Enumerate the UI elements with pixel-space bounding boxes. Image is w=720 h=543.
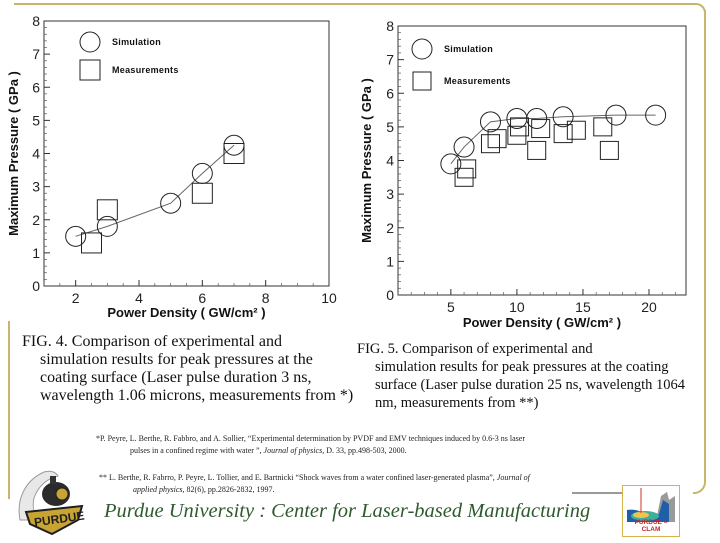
fig4-xtick-label: 4 xyxy=(135,290,143,306)
reference-2-journal-a: Journal of xyxy=(496,473,530,482)
fig5-ytick-label: 0 xyxy=(386,287,394,303)
fig5-measurement-point xyxy=(527,140,547,160)
fig4-legend-square-icon xyxy=(79,59,101,81)
fig4-ytick-label: 5 xyxy=(32,112,40,128)
fig5-simulation-point xyxy=(552,106,574,128)
reference-2-text: ** L. Berthe, R. Fabrro, P. Peyre, L. To… xyxy=(99,473,497,482)
fig4-ylabel: Maximum Pressure ( GPa ) xyxy=(6,71,21,236)
fig5-measurement-point xyxy=(480,134,500,154)
fig5-ytick-label: 4 xyxy=(386,153,394,169)
fig5-ytick-label: 7 xyxy=(386,52,394,68)
fig5-simulation-point xyxy=(645,104,667,126)
fig4-xtick-label: 8 xyxy=(262,290,270,306)
reference-2: ** L. Berthe, R. Fabrro, P. Peyre, L. To… xyxy=(99,472,669,496)
fig5-caption: FIG. 5. Comparison of experimental and s… xyxy=(357,340,707,412)
fig5-simulation-point xyxy=(440,153,462,175)
fig5-measurement-point xyxy=(510,117,530,137)
fig4-xlabel: Power Density ( GW/cm² ) xyxy=(107,305,265,320)
fig4-xtick-label: 2 xyxy=(72,290,80,306)
fig4-legend-label: Measurements xyxy=(112,65,179,75)
fig5-measurement-point xyxy=(566,120,586,140)
slide-frame-top xyxy=(14,3,706,13)
fig4-ytick-label: 2 xyxy=(32,212,40,228)
fig5-ytick-label: 3 xyxy=(386,186,394,202)
fig5-simulation-point xyxy=(479,111,501,133)
reference-1-details: , D. 33, pp.498-503, 2000. xyxy=(322,446,407,455)
fig5-legend-label: Simulation xyxy=(444,44,493,54)
reference-2-details: , 82(6), pp.2826-2832, 1997. xyxy=(182,485,275,494)
fig5-measurement-point xyxy=(487,129,507,149)
reference-1-line2: pulses in a confined regime with water ”… xyxy=(96,445,656,457)
fig5-xtick-label: 5 xyxy=(447,299,455,315)
fig5-ytick-label: 8 xyxy=(386,18,394,34)
fig5-simulation-point xyxy=(605,104,627,126)
fig5-simulation-point xyxy=(453,136,475,158)
reference-1-text: pulses in a confined regime with water ”… xyxy=(130,446,264,455)
fig4-measurement-point xyxy=(81,232,102,254)
fig5-xlabel: Power Density ( GW/cm² ) xyxy=(463,315,621,330)
reference-2-line1: ** L. Berthe, R. Fabrro, P. Peyre, L. To… xyxy=(99,473,530,482)
fig4-xtick-label: 6 xyxy=(198,290,206,306)
fig5-simulation-point xyxy=(526,107,548,129)
fig5-legend-label: Measurements xyxy=(444,76,511,86)
fig5-measurement-point xyxy=(599,140,619,160)
fig5-ytick-label: 1 xyxy=(386,253,394,269)
fig4-ytick-label: 0 xyxy=(32,278,40,294)
fig5-measurement-point xyxy=(593,117,613,137)
fig4-measurement-point xyxy=(191,182,213,204)
fig5-measurement-point xyxy=(454,167,474,187)
fig5-xtick-label: 20 xyxy=(641,299,657,315)
fig4-simulation-point xyxy=(65,225,87,247)
fig4-ytick-label: 1 xyxy=(32,245,40,261)
fig5-ytick-label: 5 xyxy=(386,119,394,135)
fig5-legend-circle-icon xyxy=(411,38,433,60)
purdue-train-logo: PURDUE xyxy=(12,458,92,538)
fig5-measurement-point xyxy=(457,159,477,179)
reference-2-line2: applied physics, 82(6), pp.2826-2832, 19… xyxy=(99,484,669,496)
fig4-measurement-point xyxy=(223,143,245,164)
fig4-legend-circle-icon xyxy=(79,31,101,53)
fig5-chart: 0 1 2 3 4 5 6 7 8 5 10 15 20 Power Density ( GW/cm² )… xyxy=(359,18,687,330)
fig4-ytick-label: 7 xyxy=(32,46,40,62)
purdue-logo-text: PURDUE xyxy=(33,509,85,530)
fig5-caption-rest: simulation results for peak pressures at… xyxy=(375,359,686,411)
fig4-simulation-point xyxy=(96,215,118,237)
reference-1-line1: *P. Peyre, L. Berthe, R. Fabbro, and A. … xyxy=(96,434,526,443)
fig5-caption-first: FIG. 5. Comparison of experimental and xyxy=(357,341,593,357)
fig4-ytick-label: 4 xyxy=(32,146,40,162)
fig4-plot-frame xyxy=(43,20,330,287)
fig5-ytick-label: 2 xyxy=(386,220,394,236)
fig5-legend-square-icon xyxy=(412,71,432,91)
fig4-simulation-line xyxy=(75,144,235,237)
footer-title: Purdue University : Center for Laser-bas… xyxy=(104,500,591,522)
fig5-measurement-point xyxy=(531,119,551,139)
footer-rule xyxy=(572,492,626,494)
fig4-caption-first: FIG. 4. Comparison of experimental and xyxy=(22,333,282,350)
reference-1-journal: Journal of physics xyxy=(263,446,323,455)
fig5-xtick-label: 10 xyxy=(509,299,525,315)
fig5-measurement-point xyxy=(507,125,527,145)
fig4-ytick-label: 8 xyxy=(32,13,40,29)
fig5-measurement-point xyxy=(553,124,573,144)
fig4-measurement-point xyxy=(96,199,118,221)
fig4-caption-rest: simulation results for peak pressures at… xyxy=(40,351,354,404)
fig4-chart: 0 1 2 3 4 5 6 7 8 2 4 6 8 10 Power Density ( GW/cm² ) M… xyxy=(6,13,337,320)
slide-frame-left xyxy=(8,321,10,499)
fig4-simulation-point xyxy=(160,192,182,214)
reference-2-journal-b: applied physics xyxy=(133,485,183,494)
reference-1: *P. Peyre, L. Berthe, R. Fabbro, and A. … xyxy=(96,433,656,457)
clam-logo-label: PURDUE – CLAM xyxy=(634,519,668,533)
fig4-caption: FIG. 4. Comparison of experimental and s… xyxy=(22,333,362,405)
fig5-ytick-label: 6 xyxy=(386,85,394,101)
fig4-legend-label: Simulation xyxy=(112,37,161,47)
purdue-clam-logo: PURDUE – CLAM xyxy=(622,485,680,537)
fig5-ylabel: Maximum Pressure ( GPa ) xyxy=(359,78,374,243)
fig4-xtick-label: 10 xyxy=(321,290,337,306)
fig4-ytick-label: 6 xyxy=(32,79,40,95)
fig5-xtick-label: 15 xyxy=(575,299,591,315)
fig4-ytick-label: 3 xyxy=(32,179,40,195)
